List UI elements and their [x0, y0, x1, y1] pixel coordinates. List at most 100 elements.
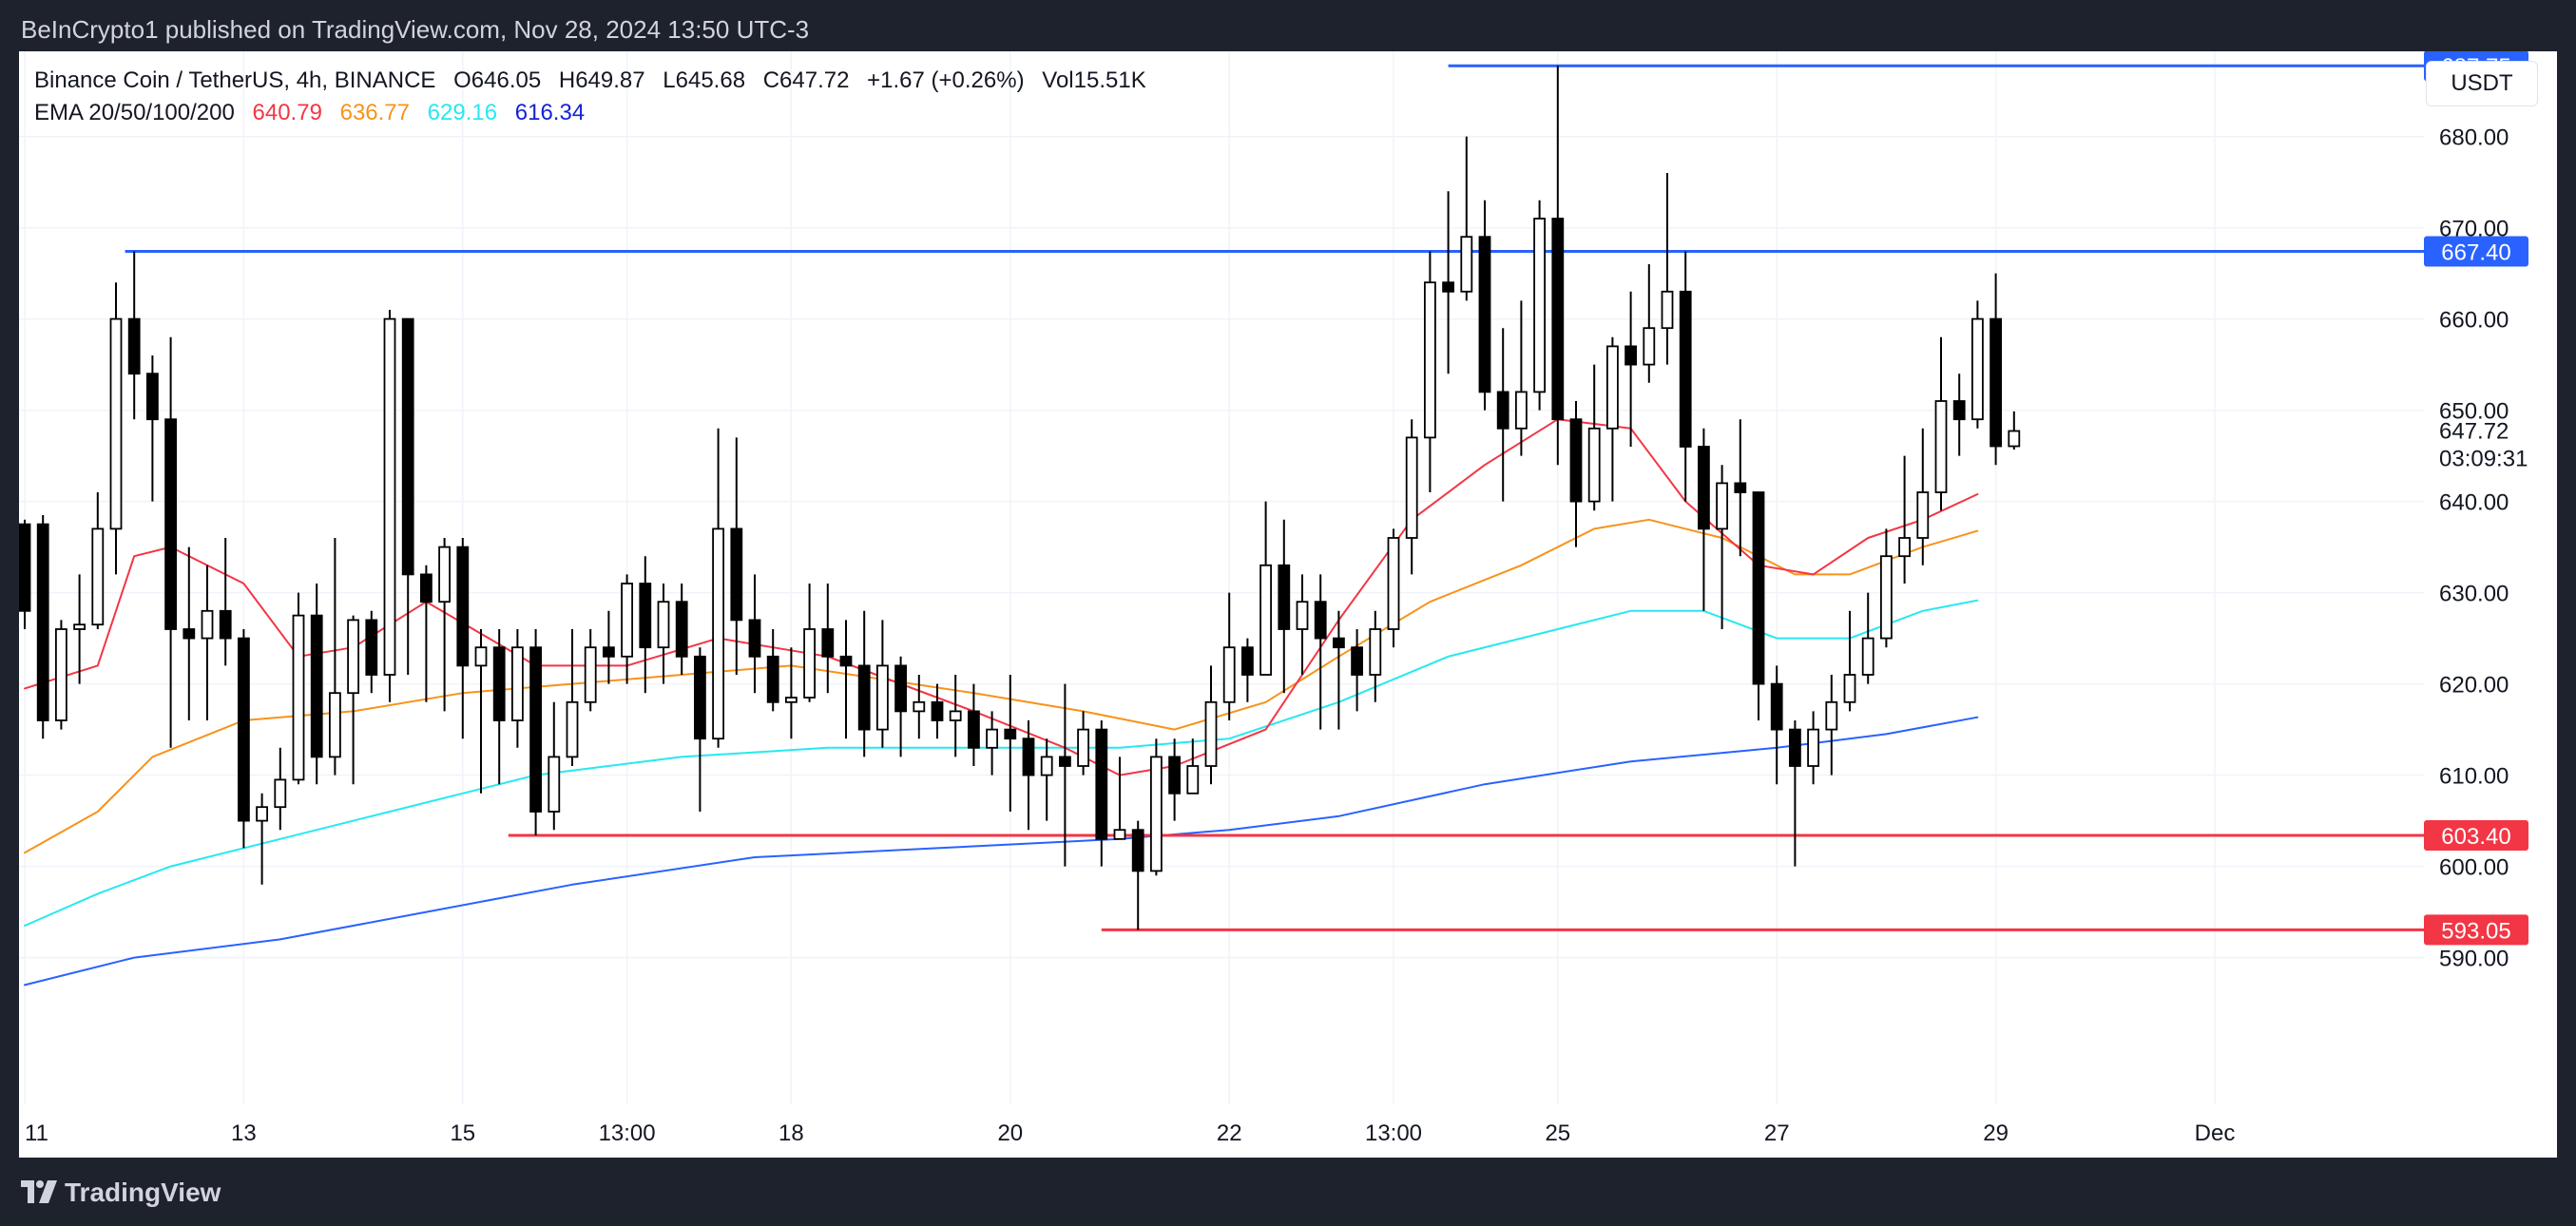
candle-up[interactable]	[347, 619, 360, 695]
candle-up[interactable]	[1825, 700, 1838, 731]
candle-up[interactable]	[1150, 756, 1163, 872]
candle-down[interactable]	[1679, 290, 1692, 448]
candle-up[interactable]	[55, 628, 67, 721]
candle-down[interactable]	[1241, 646, 1254, 676]
candle-down[interactable]	[36, 523, 49, 721]
plot-area[interactable]	[19, 51, 2424, 1104]
support-1-price-badge[interactable]	[2424, 819, 2528, 851]
candle-down[interactable]	[1168, 756, 1181, 795]
candle-up[interactable]	[1077, 728, 1089, 767]
tradingview-brand[interactable]: TradingView	[65, 1178, 221, 1207]
candle-down[interactable]	[821, 628, 835, 658]
candle-down[interactable]	[145, 373, 159, 421]
candle-up[interactable]	[1716, 482, 1728, 530]
candle-down[interactable]	[1022, 738, 1035, 776]
candle-down[interactable]	[603, 646, 615, 658]
candle-up[interactable]	[1880, 555, 1893, 640]
candle-down[interactable]	[1095, 728, 1108, 840]
candle-up[interactable]	[73, 623, 86, 630]
candle-up[interactable]	[328, 692, 341, 758]
candle-up[interactable]	[1807, 728, 1819, 767]
candle-up[interactable]	[1204, 700, 1218, 767]
candle-up[interactable]	[1861, 637, 1874, 676]
candle-up[interactable]	[438, 546, 452, 603]
candle-up[interactable]	[1296, 601, 1309, 630]
candle-down[interactable]	[219, 609, 232, 640]
candle-up[interactable]	[785, 697, 798, 703]
candle-up[interactable]	[1661, 290, 1674, 330]
candle-up[interactable]	[1186, 765, 1200, 795]
candle-up[interactable]	[566, 700, 579, 758]
candle-down[interactable]	[1770, 682, 1783, 731]
candle-up[interactable]	[1460, 236, 1473, 293]
candle-down[interactable]	[1698, 446, 1710, 530]
candle-down[interactable]	[694, 655, 706, 740]
candle-up[interactable]	[1587, 427, 1601, 503]
candle-down[interactable]	[1131, 829, 1144, 872]
resistance-1-price-badge[interactable]	[2424, 236, 2528, 267]
candle-up[interactable]	[256, 806, 269, 822]
candle-up[interactable]	[109, 317, 123, 530]
chart-panel[interactable]: 590.00 600.00 610.00 620.00 630.00 640.00 650.…	[19, 51, 2557, 1158]
candle-up[interactable]	[584, 646, 597, 703]
candle-up[interactable]	[201, 609, 214, 640]
price-chart[interactable]: 590.00 600.00 610.00 620.00 630.00 640.00 650.…	[19, 51, 2557, 1158]
candle-down[interactable]	[127, 317, 141, 375]
candle-down[interactable]	[1990, 317, 2003, 448]
candle-down[interactable]	[529, 646, 542, 813]
candle-up[interactable]	[1259, 564, 1272, 676]
candle-up[interactable]	[2008, 430, 2021, 448]
candle-down[interactable]	[164, 418, 178, 630]
candle-down[interactable]	[19, 523, 31, 612]
candle-down[interactable]	[237, 637, 250, 822]
candle-down[interactable]	[419, 573, 433, 603]
candle-up[interactable]	[1970, 317, 1984, 421]
candle-down[interactable]	[748, 619, 761, 658]
candle-up[interactable]	[657, 601, 670, 649]
candle-down[interactable]	[365, 619, 378, 676]
candle-up[interactable]	[511, 646, 524, 721]
candle-down[interactable]	[730, 527, 743, 622]
candle-down[interactable]	[675, 601, 688, 658]
candle-up[interactable]	[1369, 628, 1382, 676]
candle-up[interactable]	[292, 614, 305, 781]
candle-down[interactable]	[1496, 391, 1509, 430]
candle-down[interactable]	[1351, 646, 1363, 676]
candle-down[interactable]	[1442, 281, 1454, 293]
candle-down[interactable]	[1059, 756, 1071, 767]
candle-down[interactable]	[401, 317, 414, 576]
candle-up[interactable]	[1934, 400, 1948, 493]
candle-down[interactable]	[1278, 564, 1291, 630]
candle-down[interactable]	[639, 583, 652, 649]
candle-up[interactable]	[383, 317, 396, 676]
candle-down[interactable]	[310, 614, 323, 758]
candle-down[interactable]	[1952, 400, 1966, 421]
candle-down[interactable]	[1314, 601, 1327, 640]
candle-down[interactable]	[456, 546, 470, 667]
candle-up[interactable]	[1916, 491, 1930, 539]
candle-down[interactable]	[968, 710, 980, 749]
candle-up[interactable]	[1113, 829, 1126, 840]
candle-up[interactable]	[1515, 391, 1528, 430]
candle-up[interactable]	[803, 628, 816, 699]
candle-down[interactable]	[857, 664, 871, 731]
candle-up[interactable]	[1405, 436, 1418, 539]
candle-up[interactable]	[621, 583, 633, 658]
candle-down[interactable]	[492, 646, 506, 721]
candle-down[interactable]	[766, 655, 779, 703]
candle-down[interactable]	[1734, 482, 1747, 493]
candle-up[interactable]	[1843, 674, 1856, 703]
candle-down[interactable]	[1752, 491, 1765, 685]
candle-down[interactable]	[1624, 345, 1637, 366]
candle-down[interactable]	[1789, 728, 1801, 767]
candle-up[interactable]	[274, 778, 287, 809]
candle-up[interactable]	[1898, 537, 1911, 558]
currency-button[interactable]: USDT	[2426, 61, 2538, 106]
candle-up[interactable]	[1424, 281, 1436, 439]
candle-up[interactable]	[712, 527, 724, 740]
candle-up[interactable]	[474, 646, 488, 667]
candle-down[interactable]	[1478, 236, 1491, 393]
candle-down[interactable]	[931, 700, 944, 721]
candle-down[interactable]	[1333, 637, 1345, 649]
candle-up[interactable]	[548, 756, 561, 813]
